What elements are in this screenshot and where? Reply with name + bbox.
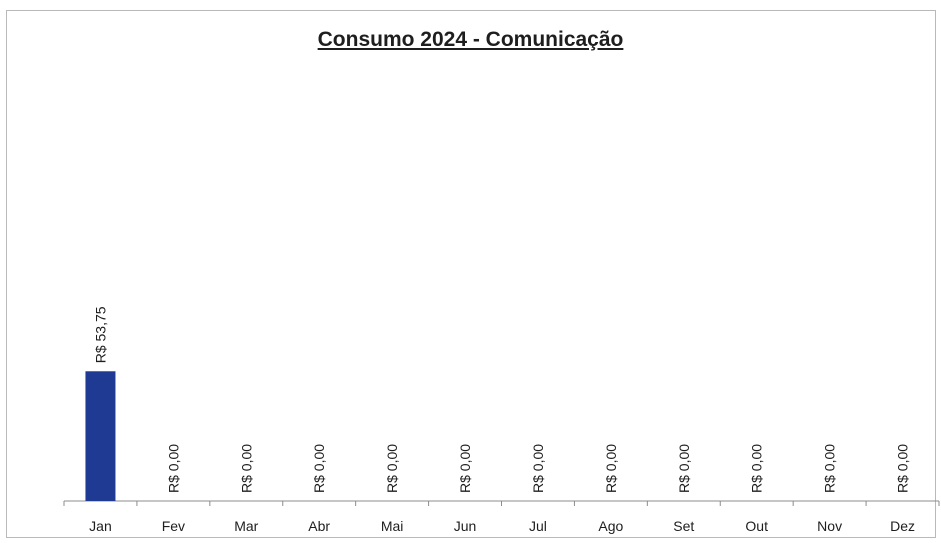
data-label-fev: R$ 0,00 <box>165 444 181 493</box>
category-label-set: Set <box>673 518 694 534</box>
data-label-jul: R$ 0,00 <box>530 444 546 493</box>
chart-frame <box>6 10 936 538</box>
category-label-dez: Dez <box>890 518 915 534</box>
x-axis-ticks <box>63 501 940 506</box>
category-label-jun: Jun <box>454 518 477 534</box>
category-label-mai: Mai <box>381 518 404 534</box>
category-label-nov: Nov <box>817 518 842 534</box>
data-label-out: R$ 0,00 <box>749 444 765 493</box>
data-label-jan: R$ 53,75 <box>92 306 108 363</box>
chart-title: Consumo 2024 - Comunicação <box>317 28 624 51</box>
data-label-jun: R$ 0,00 <box>457 444 473 493</box>
category-label-jul: Jul <box>529 518 547 534</box>
data-label-dez: R$ 0,00 <box>895 444 911 493</box>
data-label-abr: R$ 0,00 <box>311 444 327 493</box>
category-label-fev: Fev <box>162 518 185 534</box>
category-label-jan: Jan <box>89 518 112 534</box>
category-label-mar: Mar <box>234 518 258 534</box>
category-label-ago: Ago <box>598 518 623 534</box>
category-labels: Jan Fev Mar Abr Mai Jun Jul Ago Set Out Nov Dez <box>89 518 915 534</box>
data-label-mar: R$ 0,00 <box>238 444 254 493</box>
bars <box>85 371 116 501</box>
data-label-nov: R$ 0,00 <box>822 444 838 493</box>
data-label-set: R$ 0,00 <box>676 444 692 493</box>
bar-jan <box>85 371 116 501</box>
data-labels: R$ 53,75 R$ 0,00 R$ 0,00 R$ 0,00 R$ 0,00 R$ 0… <box>92 306 910 493</box>
data-label-ago: R$ 0,00 <box>603 444 619 493</box>
category-label-out: Out <box>745 518 768 534</box>
category-label-abr: Abr <box>308 518 330 534</box>
data-label-mai: R$ 0,00 <box>384 444 400 493</box>
